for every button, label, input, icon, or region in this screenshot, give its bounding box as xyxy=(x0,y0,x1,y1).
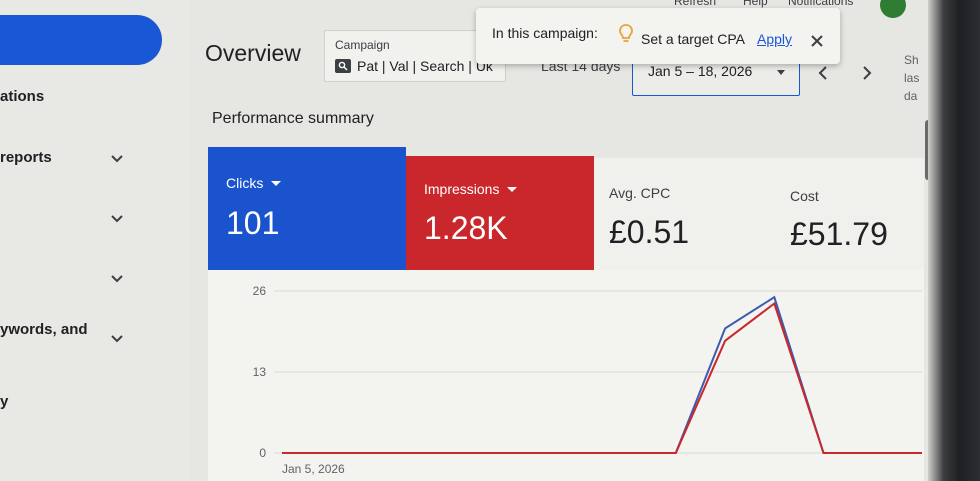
metric-value: 1.28K xyxy=(424,210,508,246)
campaign-name-row: Pat | Val | Search | Uk xyxy=(335,58,493,74)
side-panel-text: Sh xyxy=(904,53,919,67)
sidebar: ations reports ywords, and y xyxy=(0,0,190,481)
avatar[interactable] xyxy=(880,0,906,18)
banner-cta: Set a target CPA xyxy=(641,31,746,47)
metric-tile-avg-cpc[interactable]: Avg. CPC £0.51 xyxy=(594,158,774,270)
banner-prefix: In this campaign: xyxy=(492,25,598,41)
x-tick-label: Jan 5, 2026 xyxy=(282,462,345,476)
help-link[interactable]: Help xyxy=(743,0,768,8)
metric-tile-clicks[interactable]: Clicks 101 xyxy=(208,147,406,271)
y-tick-label: 0 xyxy=(259,446,266,460)
metric-label: Impressions xyxy=(424,181,500,197)
metric-label: Clicks xyxy=(226,175,264,191)
recommendation-banner: In this campaign: Set a target CPA Apply xyxy=(476,8,840,64)
metric-value: £51.79 xyxy=(790,216,888,252)
lightbulb-icon xyxy=(618,23,634,45)
chevron-down-icon[interactable] xyxy=(110,152,124,166)
sidebar-item-other[interactable]: y xyxy=(0,393,9,410)
chevron-right-icon[interactable] xyxy=(860,63,874,83)
chevron-down-icon[interactable] xyxy=(110,332,124,346)
close-icon[interactable] xyxy=(809,33,825,49)
page-title: Overview xyxy=(205,40,301,66)
sidebar-item-recommendations[interactable]: ations xyxy=(0,88,45,105)
chart-area xyxy=(208,270,924,481)
y-tick-label: 26 xyxy=(253,284,267,298)
campaign-label: Campaign xyxy=(335,38,390,52)
caret-down-icon xyxy=(271,180,282,186)
dropdown-arrow-icon xyxy=(777,70,785,75)
campaign-selector[interactable]: Campaign Pat | Val | Search | Uk xyxy=(324,30,506,82)
notifications-link[interactable]: Notifications xyxy=(788,0,854,8)
series-line-0 xyxy=(282,295,922,454)
apply-link[interactable]: Apply xyxy=(757,31,793,47)
metric-value: 101 xyxy=(226,205,280,241)
side-panel-text: da xyxy=(904,89,918,103)
refresh-link[interactable]: Refresh xyxy=(674,0,717,8)
series-line-1 xyxy=(282,301,922,454)
metric-label: Avg. CPC xyxy=(609,185,671,201)
date-range-value: Jan 5 – 18, 2026 xyxy=(648,63,753,79)
sidebar-item-keywords[interactable]: ywords, and xyxy=(0,321,88,338)
metric-value: £0.51 xyxy=(609,214,690,250)
sidebar-item-reports[interactable]: reports xyxy=(0,149,52,166)
performance-chart: 26 13 0 Jan 5, 2026 xyxy=(253,284,922,476)
metric-tile-cost[interactable]: Cost £51.79 xyxy=(774,158,924,270)
metric-label: Cost xyxy=(790,188,819,204)
chevron-down-icon[interactable] xyxy=(110,272,124,286)
side-panel-text: las xyxy=(904,71,920,85)
search-campaign-icon xyxy=(335,59,351,73)
metric-tile-impressions[interactable]: Impressions 1.28K xyxy=(406,156,594,272)
caret-down-icon xyxy=(507,186,518,192)
chevron-left-icon[interactable] xyxy=(816,63,830,83)
campaign-name: Pat | Val | Search | Uk xyxy=(357,58,493,74)
chevron-down-icon[interactable] xyxy=(110,212,124,226)
screen-edge xyxy=(928,0,980,481)
performance-summary-title: Performance summary xyxy=(212,110,374,127)
y-tick-label: 13 xyxy=(253,365,267,379)
sidebar-active-item[interactable] xyxy=(0,15,162,65)
